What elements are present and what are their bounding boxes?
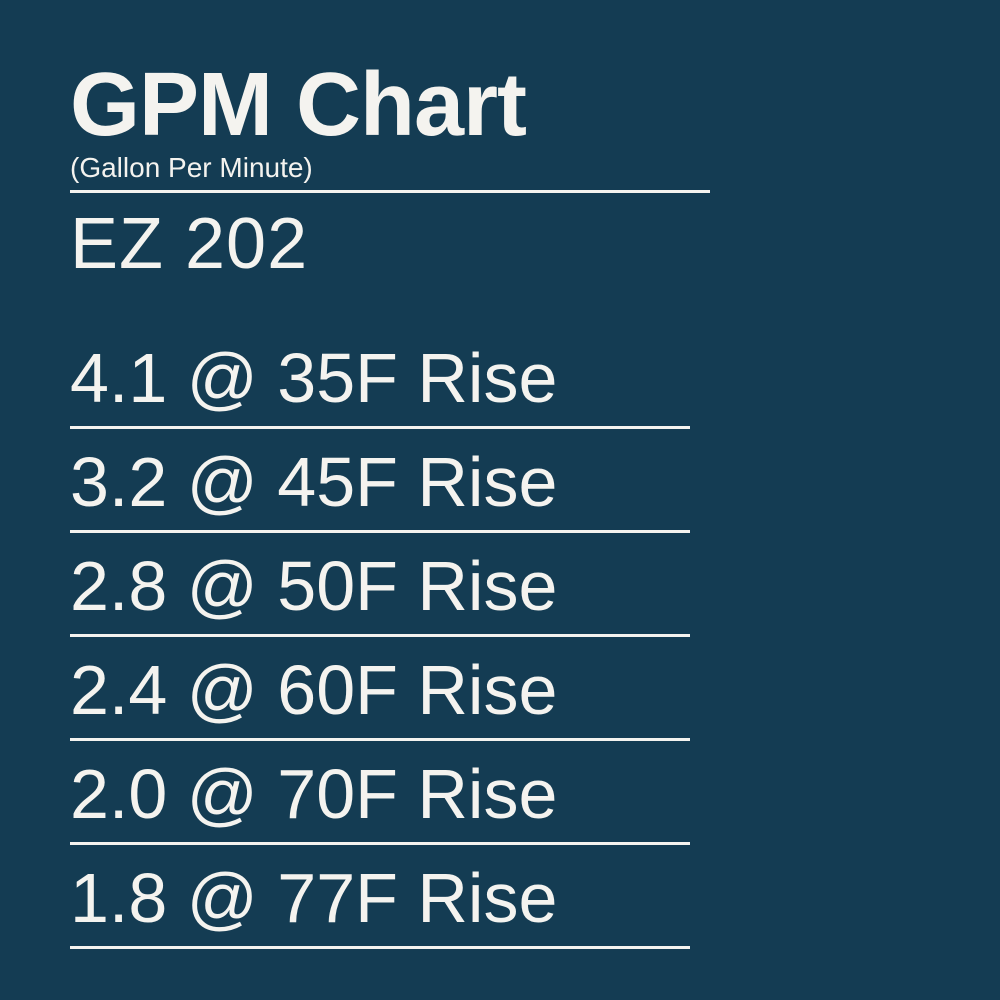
title-divider — [70, 190, 710, 193]
row-divider — [70, 842, 690, 845]
chart-subtitle: (Gallon Per Minute) — [70, 152, 930, 184]
row-divider — [70, 530, 690, 533]
chart-title: GPM Chart — [70, 60, 930, 150]
gpm-row: 2.4 @ 60F Rise — [70, 645, 930, 736]
model-label: EZ 202 — [70, 203, 930, 285]
gpm-row: 2.0 @ 70F Rise — [70, 749, 930, 840]
gpm-row: 1.8 @ 77F Rise — [70, 853, 930, 944]
gpm-row: 4.1 @ 35F Rise — [70, 333, 930, 424]
row-divider — [70, 946, 690, 949]
gpm-row: 2.8 @ 50F Rise — [70, 541, 930, 632]
row-divider — [70, 634, 690, 637]
row-divider — [70, 426, 690, 429]
gpm-rows: 4.1 @ 35F Rise 3.2 @ 45F Rise 2.8 @ 50F … — [70, 333, 930, 949]
row-divider — [70, 738, 690, 741]
gpm-row: 3.2 @ 45F Rise — [70, 437, 930, 528]
